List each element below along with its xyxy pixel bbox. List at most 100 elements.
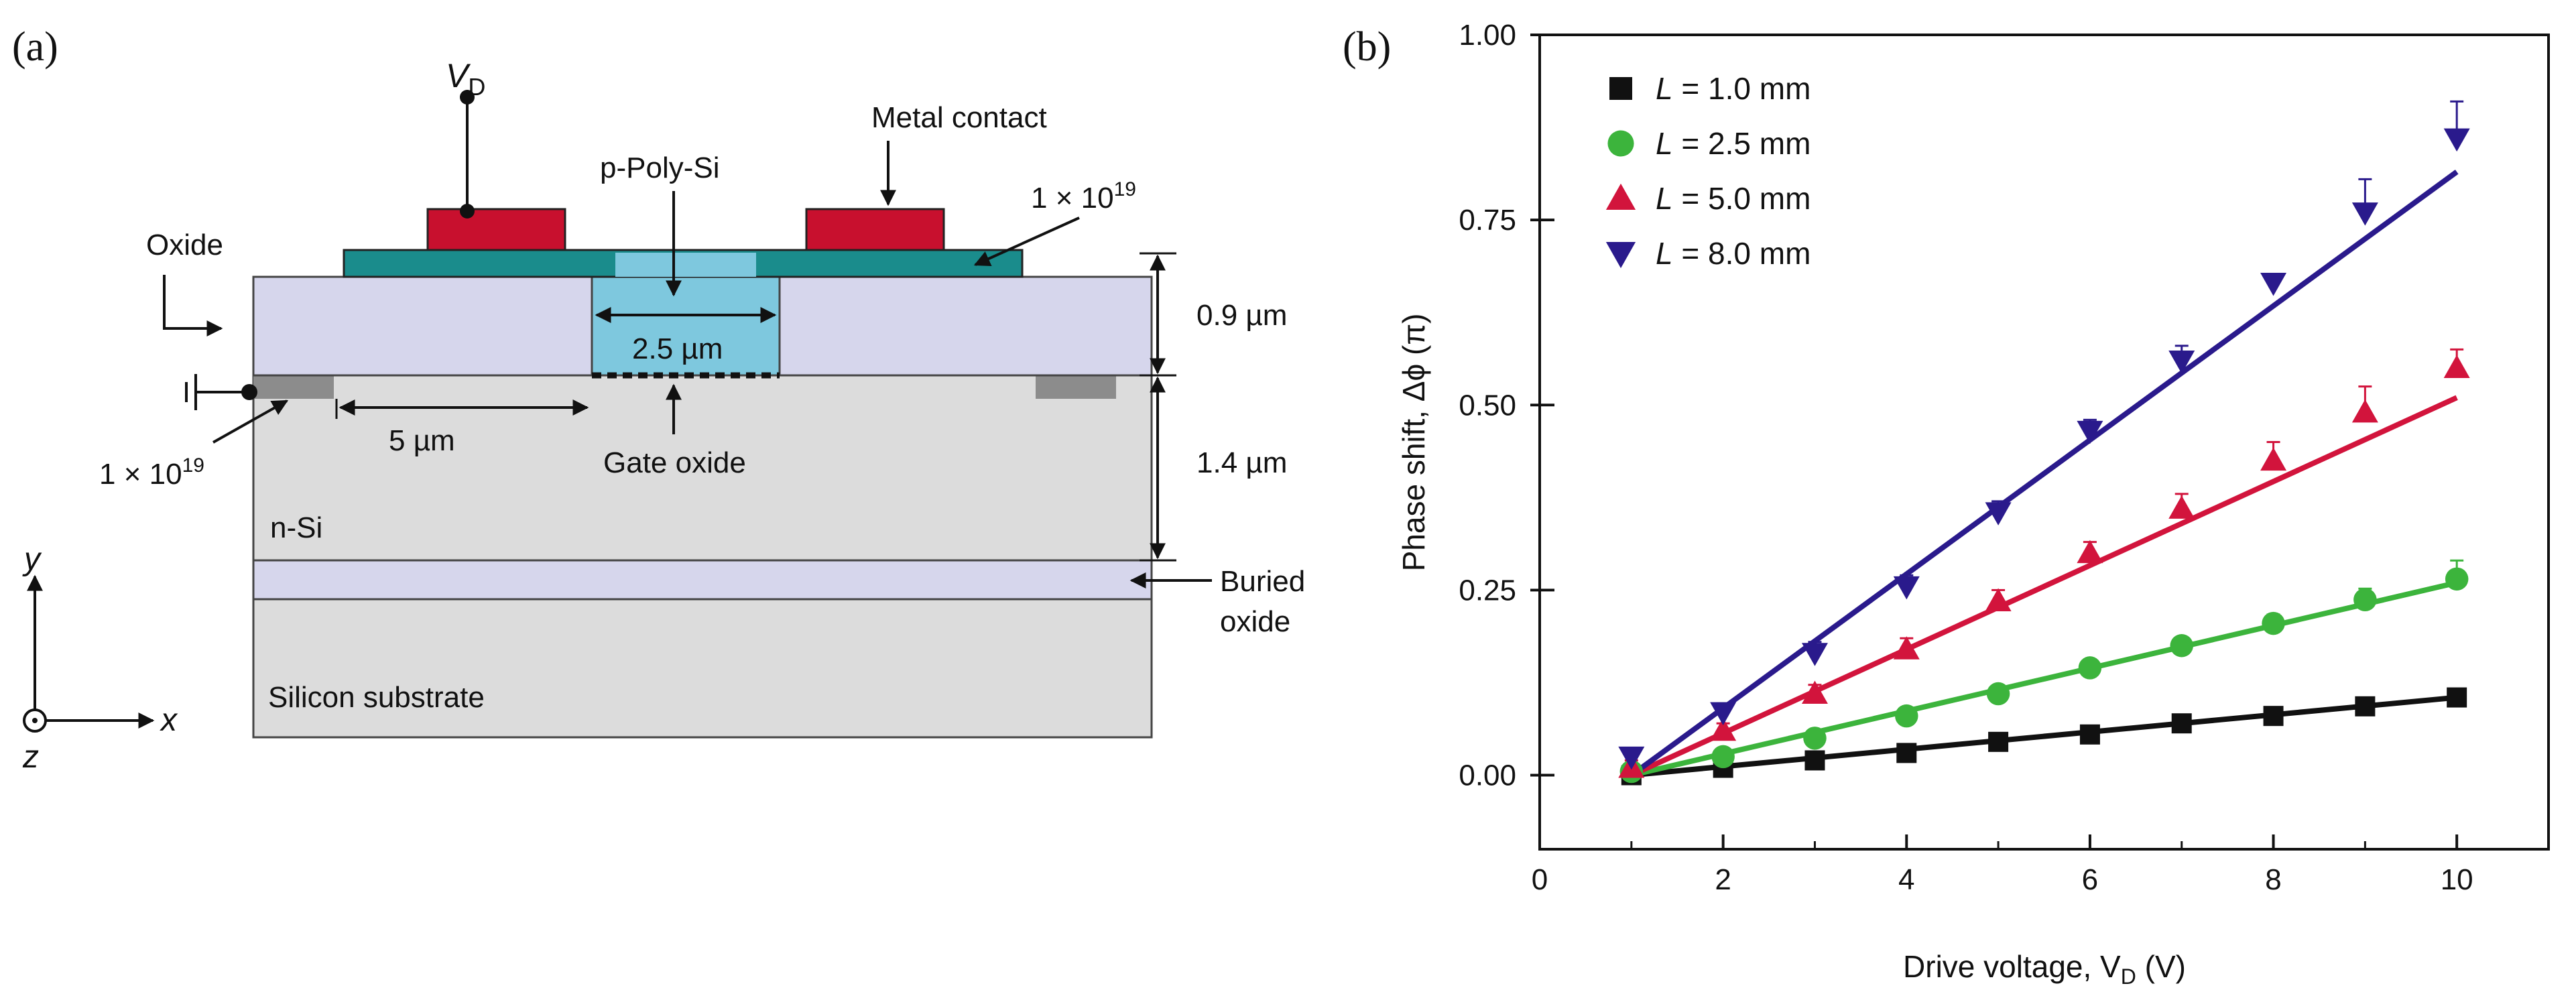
- doped-region-right: [1036, 372, 1116, 399]
- data-point: [2447, 687, 2467, 708]
- data-point: [2170, 634, 2193, 658]
- legend-label: L = 5.0 mm: [1656, 181, 1811, 216]
- width-25-label: 2.5 µm: [632, 332, 723, 365]
- data-point: [2263, 706, 2284, 727]
- panel-b-chart: (b) 0 2 4 6 8 10 0.00 0.25 0.50 0.75 1.00 L = 1.0 …: [1343, 19, 2550, 989]
- data-point: [1985, 588, 2012, 611]
- data-point: [1803, 727, 1827, 750]
- x-tick-label: 8: [2265, 863, 2281, 896]
- data-point: [1986, 682, 2010, 706]
- buried-oxide-label-line2: oxide: [1220, 605, 1290, 638]
- data-point: [2351, 399, 2378, 423]
- data-point: [2260, 273, 2287, 296]
- poly-top-opening: [615, 253, 756, 277]
- data-point: [2078, 656, 2102, 680]
- x-tick-label: 2: [1715, 863, 1731, 896]
- y-tick-label: 1.00: [1459, 19, 1516, 52]
- data-point: [1988, 731, 2009, 752]
- oxide-block-left: [252, 275, 593, 377]
- fit-lines: [1630, 170, 2459, 778]
- z-axis-label: z: [22, 739, 39, 775]
- data-point: [1804, 750, 1825, 771]
- p-poly-si-label: p-Poly-Si: [600, 151, 720, 184]
- x-tick-label: 6: [2082, 863, 2098, 896]
- x-axis-title: Drive voltage, VD (V): [1903, 949, 2186, 989]
- plot-frame: [1538, 34, 2550, 851]
- y-axis-label: y: [22, 542, 42, 577]
- doping-label-left: 1 × 1019: [99, 454, 204, 491]
- panel-a-diagram: (a) VD Metal contact p-Poly-Si 1 × 1019 …: [12, 24, 1305, 775]
- data-point: [1895, 704, 1918, 728]
- data-point: [1893, 576, 1920, 600]
- fit-line: [1630, 580, 2458, 778]
- data-points: [1618, 100, 2470, 786]
- fit-line: [1630, 395, 2458, 778]
- x-tick-label: 0: [1532, 863, 1548, 896]
- oxide-arrow: [163, 275, 223, 336]
- legend-label: L = 1.0 mm: [1656, 71, 1811, 106]
- legend-label: L = 8.0 mm: [1656, 236, 1811, 271]
- x-tick-label: 4: [1898, 863, 1914, 896]
- data-point: [2260, 447, 2287, 471]
- data-point: [2351, 202, 2378, 226]
- data-point: [2262, 611, 2285, 635]
- data-point: [2079, 724, 2100, 745]
- legend-marker: [1605, 183, 1636, 210]
- y-tick-label: 0.75: [1459, 204, 1516, 237]
- x-axis-label: x: [160, 702, 178, 738]
- legend-marker: [1609, 77, 1632, 100]
- silicon-substrate: [252, 578, 1153, 739]
- data-point: [1985, 502, 2012, 525]
- legend-marker: [1605, 242, 1636, 269]
- n-si-label: n-Si: [270, 511, 322, 544]
- fit-line: [1631, 694, 2457, 778]
- data-point: [2443, 128, 2470, 152]
- legend: L = 1.0 mm L = 2.5 mm L = 5.0 mm L = 8.0 mm: [1605, 71, 1811, 271]
- x-tick-label: 10: [2441, 863, 2473, 896]
- substrate-label: Silicon substrate: [268, 681, 485, 714]
- data-point: [1801, 643, 1828, 666]
- data-point: [2168, 351, 2195, 374]
- data-point: [1710, 702, 1737, 726]
- metal-contact-left: [426, 208, 566, 251]
- data-point: [1893, 636, 1920, 660]
- y-axis-title: Phase shift, Δϕ (π): [1396, 314, 1431, 572]
- data-point: [2168, 495, 2195, 519]
- thickness-14-label: 1.4 µm: [1197, 446, 1287, 479]
- data-point: [2443, 355, 2470, 379]
- data-point: [2077, 540, 2103, 564]
- legend-marker: [1607, 130, 1634, 157]
- thickness-09-label: 0.9 µm: [1197, 299, 1287, 332]
- data-point: [2171, 713, 2192, 734]
- data-point: [1896, 743, 1917, 763]
- doping-left-arrow: [212, 399, 289, 444]
- data-point: [2353, 588, 2377, 612]
- ground-node: [241, 384, 257, 400]
- panel-a-label: (a): [12, 24, 58, 70]
- distance-5-label: 5 µm: [389, 424, 455, 457]
- data-point: [1710, 717, 1737, 741]
- metal-contact-label: Metal contact: [871, 101, 1047, 134]
- y-tick-label: 0.25: [1459, 574, 1516, 607]
- doping-right-arrow: [973, 216, 1080, 267]
- panel-b-label: (b): [1343, 24, 1391, 70]
- data-point: [2355, 696, 2376, 717]
- buried-oxide-layer: [252, 559, 1153, 601]
- data-point: [1618, 746, 1645, 770]
- oxide-block-right: [778, 275, 1153, 377]
- data-point: [1801, 680, 1828, 704]
- y-tick-label: 0.00: [1459, 759, 1516, 792]
- axis-ticks: 0 2 4 6 8 10 0.00 0.25 0.50 0.75 1.00: [1459, 19, 2550, 896]
- vd-node-bottom: [460, 204, 475, 219]
- legend-label: L = 2.5 mm: [1656, 126, 1811, 161]
- oxide-label: Oxide: [146, 229, 223, 261]
- doped-region-left: [253, 372, 334, 399]
- buried-oxide-label-line1: Buried: [1220, 565, 1305, 598]
- data-point: [1711, 745, 1735, 769]
- metal-contact-right: [805, 208, 945, 251]
- doping-label-right: 1 × 1019: [1031, 178, 1136, 214]
- vd-label: VD: [446, 57, 485, 101]
- gate-oxide-label: Gate oxide: [603, 446, 746, 479]
